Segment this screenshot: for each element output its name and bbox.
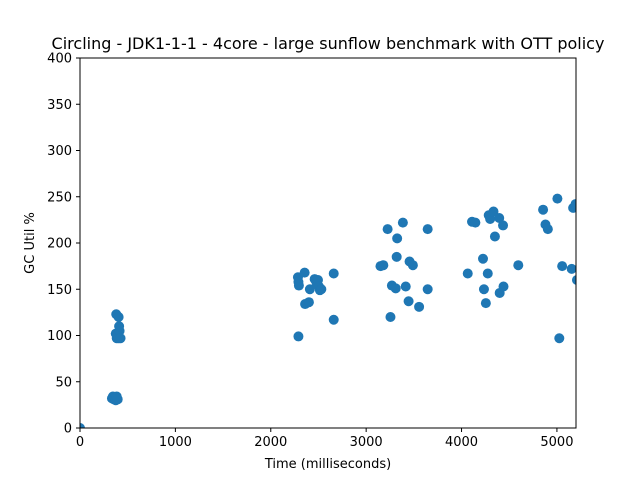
data-point bbox=[489, 231, 500, 242]
data-points bbox=[80, 193, 576, 428]
data-point bbox=[382, 224, 393, 235]
y-tick-label: 350 bbox=[47, 98, 72, 113]
data-point bbox=[494, 213, 505, 224]
x-tick-label: 2000 bbox=[254, 435, 287, 450]
data-point bbox=[470, 217, 481, 228]
data-point bbox=[478, 253, 488, 264]
data-point bbox=[422, 284, 433, 295]
data-point bbox=[80, 423, 85, 428]
data-point bbox=[328, 268, 339, 279]
data-point bbox=[391, 251, 402, 262]
data-point bbox=[400, 281, 411, 292]
data-point bbox=[328, 314, 339, 325]
data-point bbox=[316, 284, 327, 295]
x-axis: 0 1000 2000 3000 4000 5000 bbox=[76, 428, 573, 450]
data-point bbox=[403, 296, 414, 307]
data-point bbox=[552, 193, 563, 204]
data-point bbox=[414, 301, 425, 312]
chart-title: Circling - JDK1-1-1 - 4core - large sunf… bbox=[52, 34, 605, 53]
data-point bbox=[390, 283, 401, 294]
y-tick-label: 50 bbox=[55, 375, 72, 390]
data-point bbox=[293, 331, 304, 342]
data-point bbox=[480, 298, 491, 309]
data-point bbox=[488, 206, 499, 217]
y-tick-label: 0 bbox=[64, 422, 72, 437]
x-axis-label: Time (milliseconds) bbox=[264, 457, 391, 472]
y-tick-label: 200 bbox=[47, 237, 72, 252]
data-point bbox=[513, 260, 524, 271]
data-point bbox=[392, 233, 403, 244]
x-tick-label: 3000 bbox=[350, 435, 383, 450]
data-point bbox=[115, 333, 126, 344]
y-tick-label: 300 bbox=[47, 144, 72, 159]
data-point bbox=[397, 217, 408, 228]
x-tick-label: 5000 bbox=[540, 435, 573, 450]
data-point bbox=[113, 312, 124, 322]
x-tick-label: 4000 bbox=[445, 435, 478, 450]
y-tick-label: 400 bbox=[47, 52, 72, 67]
data-point bbox=[422, 224, 433, 235]
data-point bbox=[299, 267, 310, 278]
data-point bbox=[478, 284, 489, 295]
data-point bbox=[462, 268, 473, 279]
data-point bbox=[378, 260, 389, 271]
y-axis: 0 50 100 150 200 250 300 350 400 bbox=[47, 52, 80, 437]
data-point bbox=[498, 281, 509, 292]
data-point bbox=[554, 333, 565, 344]
data-point bbox=[114, 321, 125, 332]
y-tick-label: 150 bbox=[47, 283, 72, 298]
data-point bbox=[303, 297, 314, 308]
x-tick-label: 1000 bbox=[159, 435, 192, 450]
y-tick-label: 100 bbox=[47, 329, 72, 344]
plot-frame bbox=[79, 57, 577, 429]
data-point bbox=[304, 284, 315, 295]
data-point bbox=[112, 394, 123, 405]
data-point bbox=[407, 260, 418, 271]
data-point bbox=[570, 199, 576, 210]
y-axis-label: GC Util % bbox=[23, 212, 38, 274]
data-point bbox=[566, 263, 576, 274]
data-point bbox=[498, 220, 509, 231]
y-tick-label: 250 bbox=[47, 190, 72, 205]
data-point bbox=[538, 204, 549, 215]
x-tick-label: 0 bbox=[76, 435, 84, 450]
data-point bbox=[542, 224, 553, 235]
data-point bbox=[385, 312, 396, 322]
data-point bbox=[482, 268, 493, 279]
data-point bbox=[293, 280, 304, 291]
data-point bbox=[557, 261, 568, 272]
data-point bbox=[571, 275, 576, 285]
